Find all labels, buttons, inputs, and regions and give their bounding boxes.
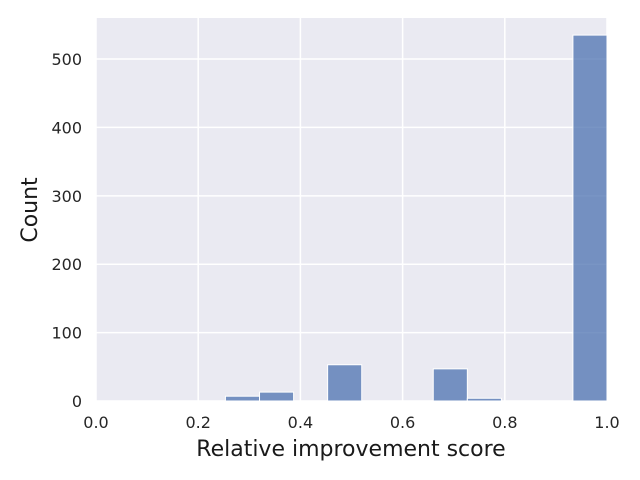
histogram-bar xyxy=(466,397,502,402)
histogram-bars xyxy=(224,34,608,402)
y-tick-label: 500 xyxy=(51,50,82,69)
y-axis-label: Count xyxy=(18,177,43,243)
x-tick-label: 0.4 xyxy=(288,413,313,432)
y-tick-label: 400 xyxy=(51,118,82,137)
x-tick-label: 0.2 xyxy=(185,413,210,432)
x-tick-label: 1.0 xyxy=(594,413,619,432)
histogram-bar xyxy=(432,368,468,402)
y-tick-label: 300 xyxy=(51,187,82,206)
plot-background xyxy=(96,18,607,401)
histogram-bar xyxy=(327,364,363,402)
histogram-bar xyxy=(572,34,608,402)
y-axis-ticks: 0 100 200 300 400 500 xyxy=(51,50,82,411)
histogram-bar xyxy=(259,391,295,402)
x-tick-label: 0.0 xyxy=(83,413,108,432)
y-tick-label: 200 xyxy=(51,255,82,274)
y-tick-label: 0 xyxy=(72,392,82,411)
histogram-bar xyxy=(224,395,261,402)
x-tick-label: 0.8 xyxy=(492,413,517,432)
x-tick-label: 0.6 xyxy=(390,413,415,432)
y-tick-label: 100 xyxy=(51,324,82,343)
x-axis-ticks: 0.0 0.2 0.4 0.6 0.8 1.0 xyxy=(83,413,619,432)
x-axis-label: Relative improvement score xyxy=(196,437,505,462)
